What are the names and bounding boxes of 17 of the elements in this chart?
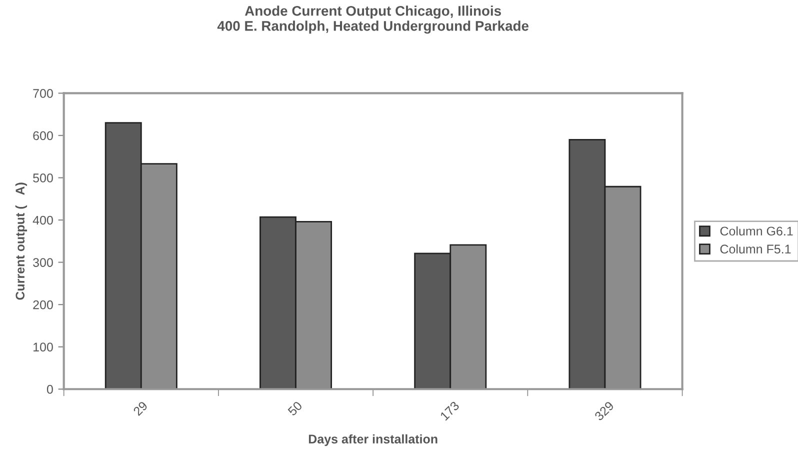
y-tick-label: 400 [32,216,53,225]
legend-label: Column G6.1 [720,226,793,236]
chart-title: Anode Current Output Chicago, Illinois 400 E. Randolph, Heated Underground Parkade [217,6,528,34]
y-tick-label: 0 [46,384,53,394]
y-tick-label: 500 [33,174,53,182]
y-tick-label: 200 [33,300,53,310]
x-tick-label: 50 [287,400,303,416]
legend-label: Column F5.1 [720,244,791,254]
y-tick-label: 600 [33,131,53,140]
x-axis-title: Days after installation [308,434,438,446]
y-tick-label: 100 [34,342,53,352]
y-tick-label: 300 [33,258,53,267]
y-axis-title: Current output ( A) [15,182,28,300]
x-tick-label: 29 [132,400,148,416]
x-tick-label: 173 [440,400,460,421]
x-tick-label: 329 [594,400,614,422]
y-tick-label: 700 [33,89,53,98]
